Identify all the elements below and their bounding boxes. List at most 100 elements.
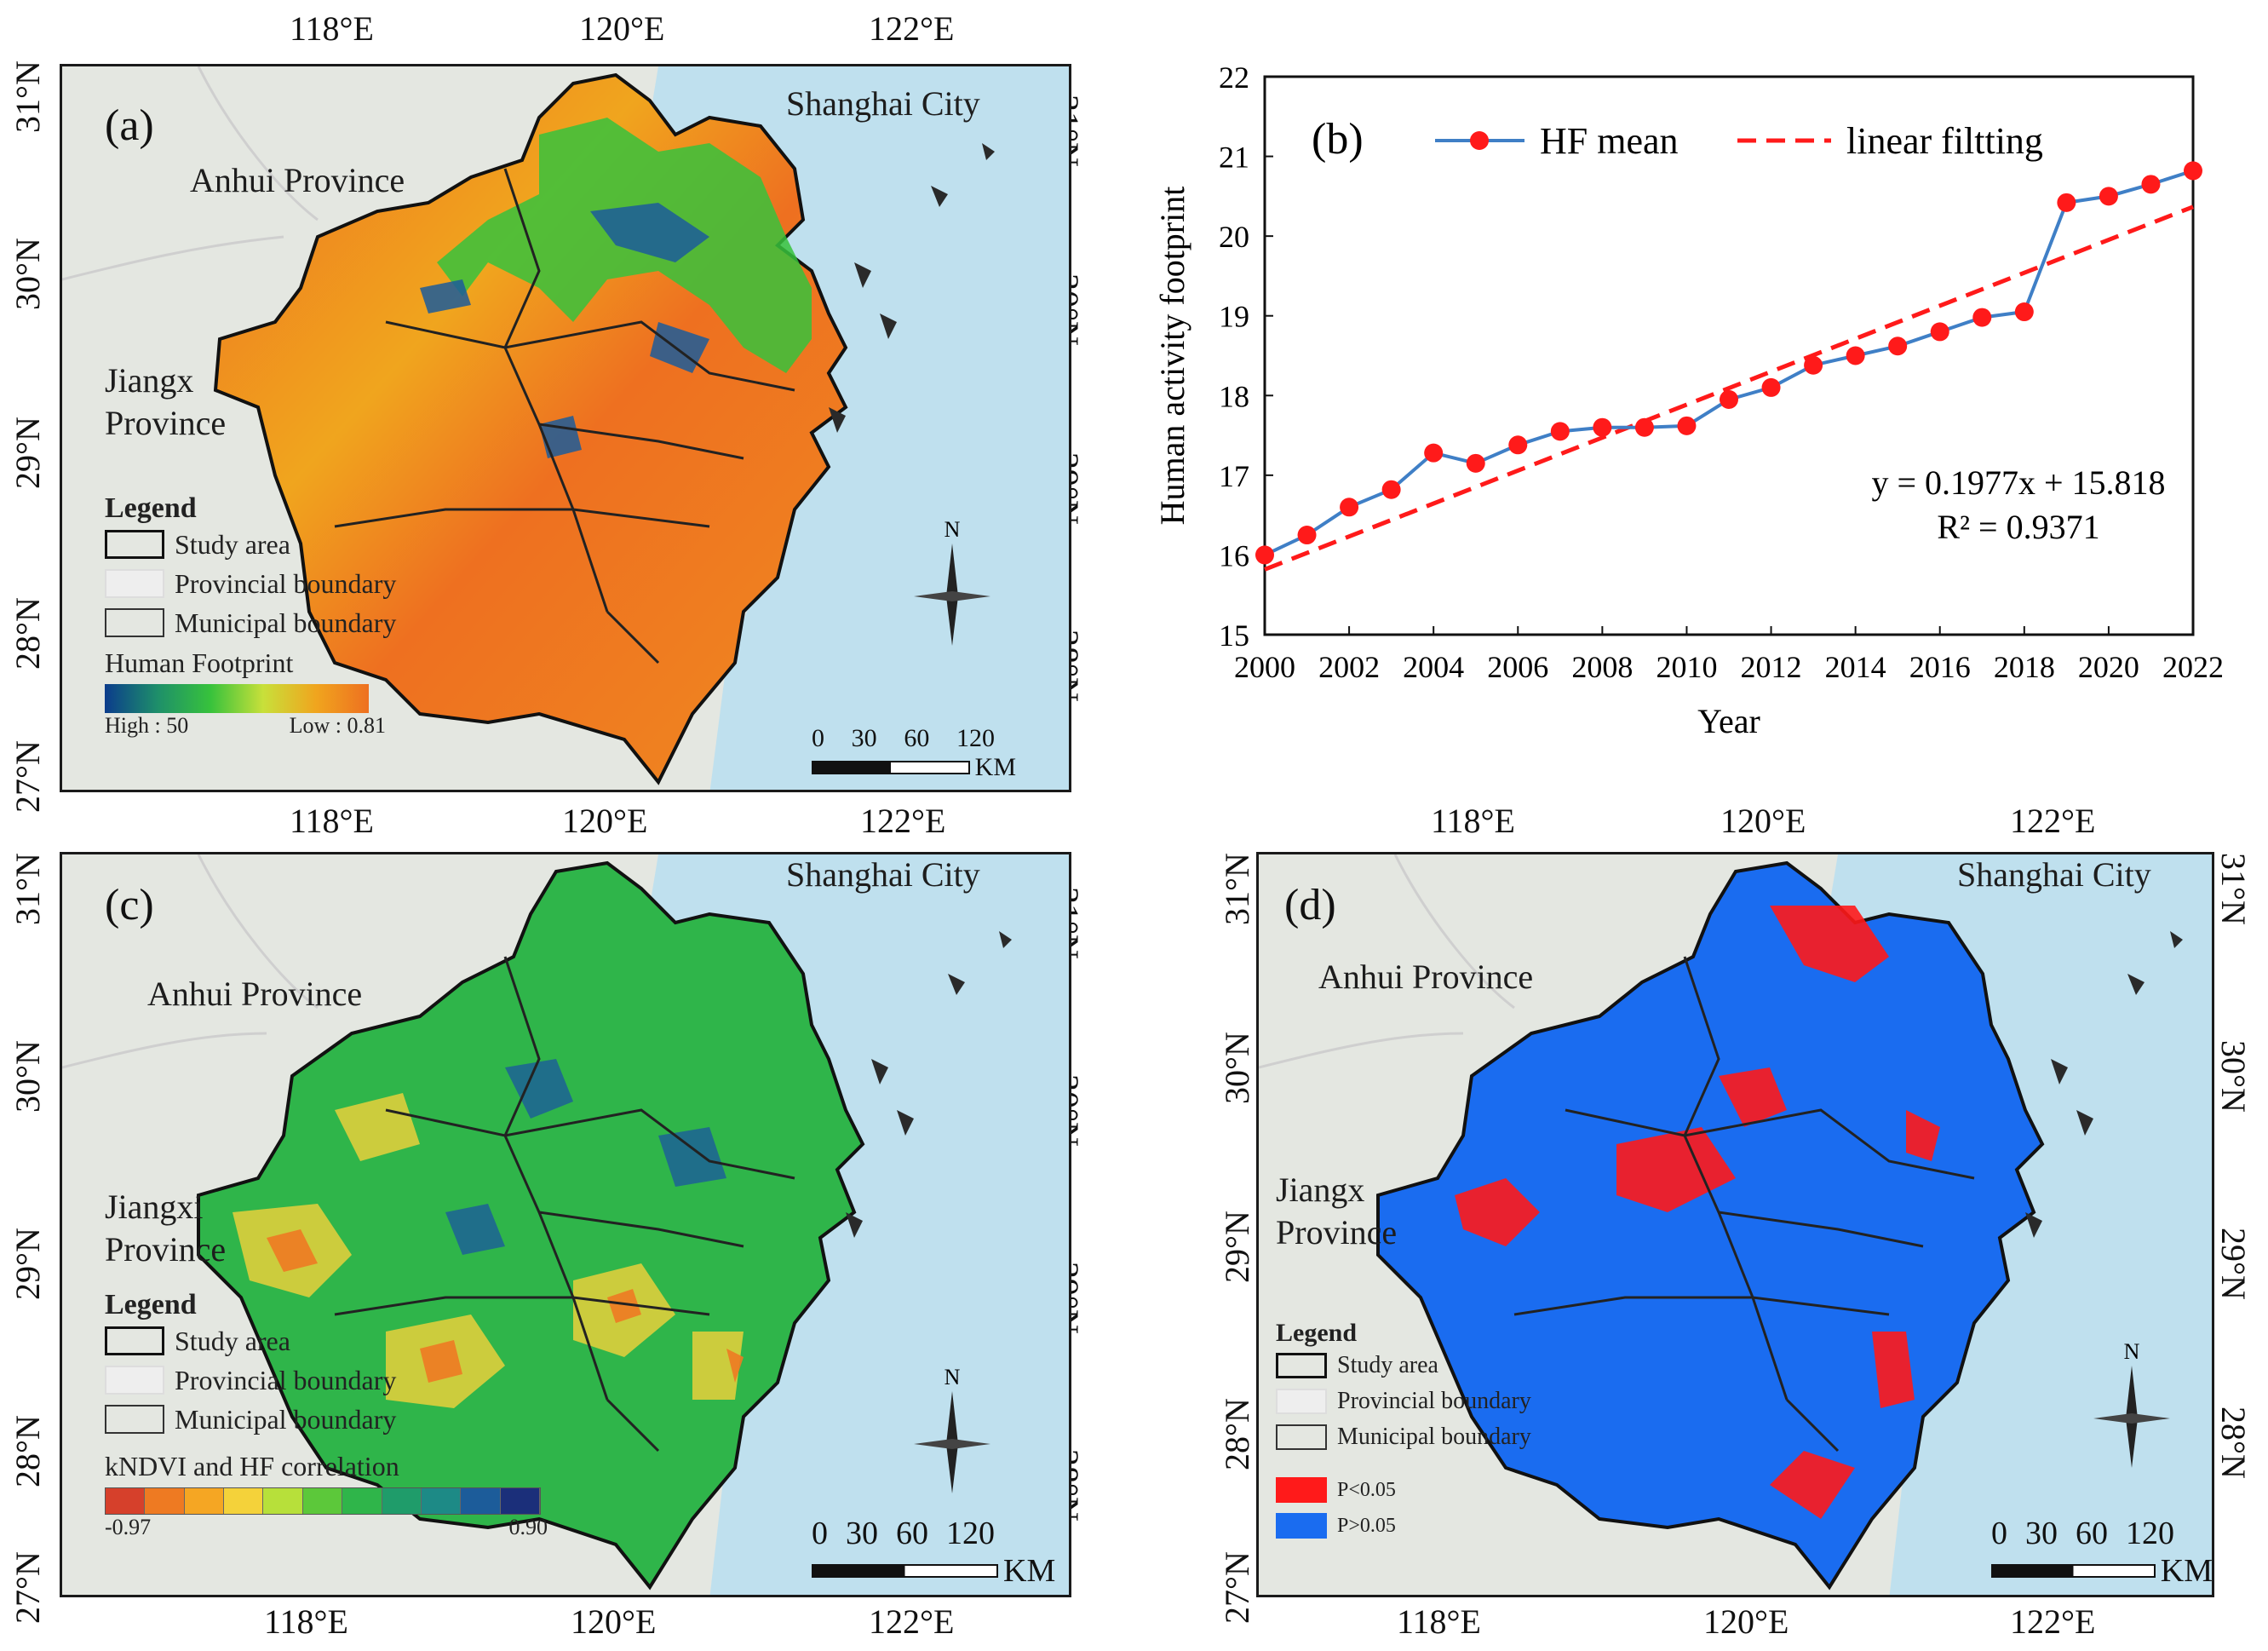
colorbar-segment [145, 1488, 185, 1514]
legend: Legend Study area Provincial boundary Mu… [105, 1289, 548, 1540]
province-boundary [62, 66, 319, 281]
place-anhui: Anhui Province [147, 975, 363, 1013]
panel-label: (b) [1312, 115, 1364, 164]
place-jiangxi-2: Province [105, 1230, 227, 1268]
place-shanghai: Shanghai City [1957, 855, 2151, 894]
lat-tick-30-right: 30°N [2213, 1040, 2253, 1113]
place-anhui: Anhui Province [190, 161, 405, 199]
scale-bar: 0 30 60 120 KM [812, 724, 1016, 782]
y-tick-label: 20 [1219, 220, 1249, 254]
legend-provincial: Provincial boundary [175, 567, 397, 599]
x-tick-label: 2010 [1656, 650, 1717, 684]
lon-tick-118-bottom: 118°E [264, 1602, 348, 1641]
provincial-swatch [1276, 1389, 1327, 1414]
legend-municipal: Municipal boundary [175, 607, 397, 638]
colorbar-segment [342, 1488, 382, 1514]
place-anhui: Anhui Province [1318, 958, 1534, 996]
lon-tick-118: 118°E [290, 9, 374, 48]
fit-equation: y = 0.1977x + 15.818 [1871, 463, 2165, 502]
study-area [197, 860, 865, 1591]
scale-0: 0 [812, 1516, 828, 1551]
lon-tick-118-bottom: 118°E [1397, 1602, 1481, 1641]
colorbar-segment [263, 1488, 303, 1514]
islands [2025, 931, 2183, 1238]
lon-tick-118: 118°E [290, 802, 374, 840]
y-axis-label: Human activity footprint [1153, 187, 1191, 526]
lat-tick-27: 27°N [8, 1551, 47, 1624]
hf-mean-point [2057, 193, 2076, 212]
y-tick-label: 18 [1219, 379, 1249, 413]
place-jiangxi-2: Province [1276, 1213, 1398, 1251]
legend-study-area: Study area [175, 1325, 290, 1356]
lat-tick-28: 28°N [8, 1415, 47, 1487]
x-tick-label: 2012 [1741, 650, 1802, 684]
hf-mean-point [1340, 498, 1359, 517]
north-label: N [945, 1366, 961, 1389]
hf-mean-point [1846, 346, 1865, 365]
hf-mean-point [2099, 187, 2118, 206]
hf-mean-point [2141, 175, 2161, 194]
study-area-swatch [105, 1326, 164, 1355]
y-tick-label: 15 [1219, 618, 1249, 653]
y-tick-label: 21 [1219, 141, 1249, 175]
legend-provincial: Provincial boundary [1337, 1388, 1531, 1414]
lon-tick-122-bottom: 122°E [2010, 1602, 2096, 1641]
municipal-swatch [105, 1405, 164, 1434]
colorbar-segment [421, 1488, 462, 1514]
lon-tick-122: 122°E [869, 9, 955, 48]
hf-mean-point [1381, 480, 1401, 499]
basemap [1259, 854, 2183, 1595]
x-tick-label: 2004 [1403, 650, 1464, 684]
hf-mean-point [1930, 322, 1949, 342]
place-jiangxi-1: Jiangx [105, 361, 194, 400]
scale-120: 120 [2126, 1516, 2174, 1551]
scale-60: 60 [2076, 1516, 2108, 1551]
scale-120: 120 [956, 724, 995, 752]
x-axis-label: Year [1697, 702, 1760, 740]
legend: Legend Study area Provincial boundary Mu… [1276, 1319, 1531, 1544]
legend-study-area: Study area [1337, 1352, 1438, 1378]
scale-bar-graphic [1991, 1564, 2156, 1578]
legend-title: Legend [105, 492, 197, 524]
lat-tick-29: 29°N [8, 1228, 47, 1300]
legend-municipal: Municipal boundary [175, 1403, 397, 1435]
municipal-boundaries [334, 956, 795, 1453]
colorbar [105, 684, 369, 713]
hf-mean-point [1424, 443, 1444, 463]
place-jiangxi-1: Jiangx [1276, 1171, 1365, 1209]
legend: Legend Study area Provincial boundary Mu… [105, 492, 396, 739]
panel-label: (c) [105, 881, 154, 929]
x-tick-label: 2002 [1318, 650, 1380, 684]
legend-marker-hf [1470, 131, 1489, 150]
panel-label: (a) [105, 101, 154, 150]
p-nonsignificant-swatch [1276, 1513, 1327, 1539]
y-tick-label: 22 [1219, 60, 1249, 95]
legend-title: Legend [105, 1289, 197, 1320]
colorbar-title: kNDVI and HF correlation [105, 1451, 399, 1481]
colorbar-title: Human Footprint [105, 647, 294, 678]
plot-area [1263, 75, 2195, 636]
hf-mean-point [1508, 435, 1528, 455]
lon-tick-120: 120°E [579, 9, 665, 48]
lon-tick-122: 122°E [860, 802, 946, 840]
panel-c: 118°E 120°E 122°E 118°E 120°E 122°E 31°N… [0, 801, 1090, 1651]
colorbar-min: High : 50 [105, 713, 189, 738]
islands [846, 931, 1012, 1238]
hf-mean-point [1593, 417, 1612, 437]
lat-tick-29: 29°N [8, 417, 47, 489]
linear-fit-line [1264, 204, 2194, 572]
x-tick-label: 2020 [2078, 650, 2139, 684]
place-jiangxi-2: Province [105, 404, 227, 442]
place-shanghai: Shanghai City [786, 84, 980, 123]
map-frame: (d) Shanghai City Anhui Province Jiangx … [1256, 852, 2214, 1597]
province-boundary [62, 854, 319, 1069]
colorbar-segment [224, 1488, 264, 1514]
y-tick-label: 17 [1219, 459, 1249, 493]
hf-mean-point [1804, 355, 1823, 375]
scale-unit: KM [974, 753, 1016, 781]
hf-mean-point [1550, 422, 1570, 441]
lon-tick-120-bottom: 120°E [571, 1602, 657, 1641]
scale-unit: KM [1003, 1553, 1056, 1589]
north-label: N [2124, 1340, 2140, 1364]
colorbar-segment [106, 1488, 146, 1514]
